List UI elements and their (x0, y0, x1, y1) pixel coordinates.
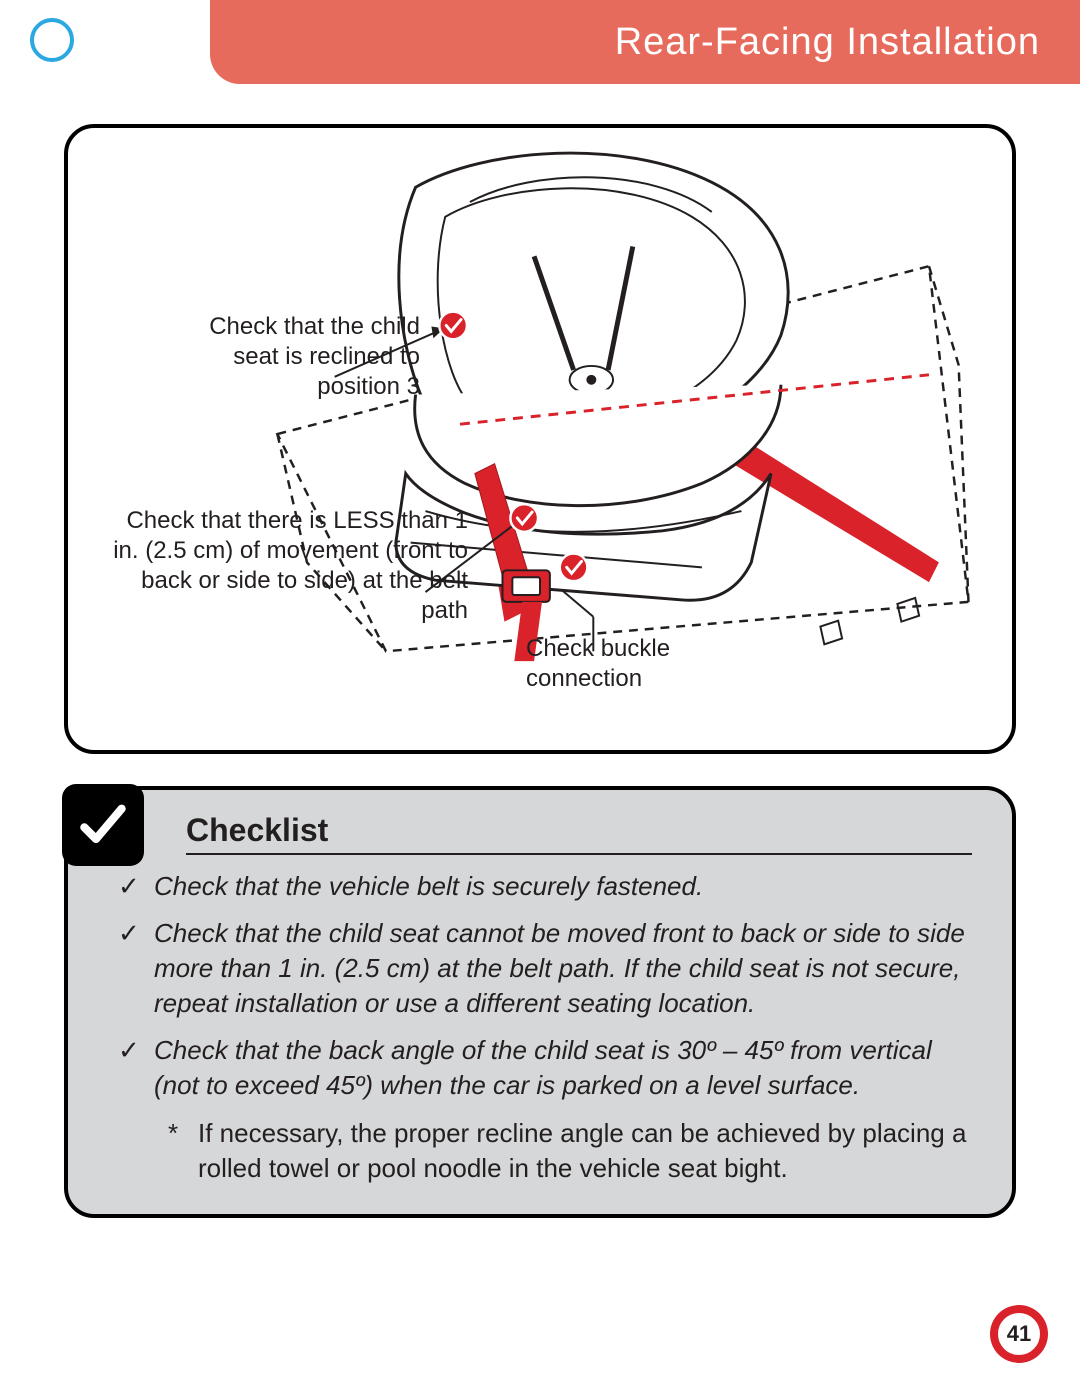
check-marker-icon (439, 312, 467, 340)
checklist-panel: Checklist Check that the vehicle belt is… (64, 786, 1016, 1218)
callout-buckle: Check buckle connection (526, 634, 786, 694)
section-title: Rear-Facing Installation (615, 21, 1040, 64)
installation-diagram: Check that the child seat is reclined to… (64, 124, 1016, 754)
checklist-badge-icon (62, 784, 144, 866)
checklist-item: Check that the child seat cannot be move… (118, 916, 982, 1021)
section-header: Rear-Facing Installation (210, 0, 1080, 84)
callout-recline: Check that the child seat is reclined to… (160, 312, 420, 402)
checklist-items: Check that the vehicle belt is securely … (118, 869, 982, 1104)
checklist-title: Checklist (186, 812, 972, 855)
check-marker-icon (560, 554, 588, 582)
page-number: 41 (996, 1311, 1042, 1357)
callout-movement: Check that there is LESS than 1 in. (2.5… (98, 506, 468, 626)
check-marker-icon (510, 504, 538, 532)
checklist-item: Check that the vehicle belt is securely … (118, 869, 982, 904)
corner-circle-icon (30, 18, 74, 62)
page-number-badge: 41 (990, 1305, 1048, 1363)
checklist-subnote: If necessary, the proper recline angle c… (118, 1116, 982, 1186)
checklist-item: Check that the back angle of the child s… (118, 1033, 982, 1103)
